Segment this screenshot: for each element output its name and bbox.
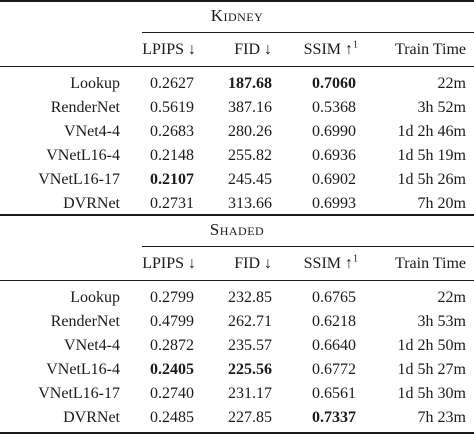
cell-fid: 245.45 <box>228 171 272 188</box>
cell-ssim: 0.6936 <box>312 147 356 164</box>
header-fid: FID ↓ <box>234 41 272 58</box>
header-rule <box>0 66 474 67</box>
cell-ssim: 0.5368 <box>312 99 356 116</box>
cell-fid: 235.57 <box>228 337 272 354</box>
cell-lpips: 0.2107 <box>150 171 194 188</box>
top-rule <box>0 0 474 2</box>
header-fid: FID ↓ <box>234 255 272 272</box>
cell-lpips: 0.2731 <box>150 195 194 212</box>
header-lpips: LPIPS ↓ <box>142 41 196 58</box>
cell-lpips: 0.2740 <box>150 385 194 402</box>
method-label: RenderNet <box>50 313 120 330</box>
cell-fid: 227.85 <box>228 409 272 426</box>
cell-fid: 313.66 <box>228 195 272 212</box>
method-label: VNet4-4 <box>64 337 120 354</box>
cell-time: 1d 2h 50m <box>397 337 466 354</box>
header-rule <box>0 280 474 281</box>
bottom-rule <box>0 432 474 434</box>
method-label: VNetL16-4 <box>46 147 120 164</box>
section-rule <box>142 246 474 247</box>
header-lpips: LPIPS ↓ <box>142 255 196 272</box>
cell-fid: 225.56 <box>228 361 272 378</box>
cell-time: 1d 5h 27m <box>397 361 466 378</box>
cell-lpips: 0.2148 <box>150 147 194 164</box>
cell-fid: 387.16 <box>228 99 272 116</box>
section-rule <box>142 32 474 33</box>
cell-fid: 280.26 <box>228 123 272 140</box>
method-label: VNetL16-4 <box>46 361 120 378</box>
cell-time: 22m <box>437 289 466 306</box>
header-ssim: SSIM ↑1 <box>303 253 358 272</box>
cell-time: 1d 5h 30m <box>397 385 466 402</box>
cell-ssim: 0.6765 <box>312 289 356 306</box>
cell-lpips: 0.2799 <box>150 289 194 306</box>
cell-time: 22m <box>437 75 466 92</box>
cell-time: 1d 5h 26m <box>397 171 466 188</box>
cell-lpips: 0.2627 <box>150 75 194 92</box>
cell-ssim: 0.6640 <box>312 337 356 354</box>
method-label: Lookup <box>70 289 120 306</box>
cell-lpips: 0.2405 <box>150 361 194 378</box>
cell-fid: 187.68 <box>228 75 272 92</box>
cell-ssim: 0.7060 <box>312 75 356 92</box>
cell-lpips: 0.2683 <box>150 123 194 140</box>
header-time: Train Time <box>395 255 466 272</box>
cell-fid: 232.85 <box>228 289 272 306</box>
cell-time: 3h 53m <box>417 313 466 330</box>
cell-ssim: 0.7337 <box>312 409 356 426</box>
top-rule <box>0 214 474 216</box>
cell-time: 1d 2h 46m <box>397 123 466 140</box>
section-title: Shaded <box>209 220 265 239</box>
cell-lpips: 0.2485 <box>150 409 194 426</box>
cell-time: 3h 52m <box>417 99 466 116</box>
method-label: RenderNet <box>50 99 120 116</box>
footnote-marker: 1 <box>353 253 358 265</box>
method-label: VNet4-4 <box>64 123 120 140</box>
cell-time: 7h 23m <box>417 409 466 426</box>
cell-lpips: 0.2872 <box>150 337 194 354</box>
cell-ssim: 0.6561 <box>312 385 356 402</box>
cell-ssim: 0.6902 <box>312 171 356 188</box>
method-label: DVRNet <box>63 409 120 426</box>
cell-time: 1d 5h 19m <box>397 147 466 164</box>
cell-ssim: 0.6218 <box>312 313 356 330</box>
cell-lpips: 0.5619 <box>150 99 194 116</box>
cell-lpips: 0.4799 <box>150 313 194 330</box>
method-label: DVRNet <box>63 195 120 212</box>
cell-ssim: 0.6990 <box>312 123 356 140</box>
cell-time: 7h 20m <box>417 195 466 212</box>
method-label: Lookup <box>70 75 120 92</box>
cell-ssim: 0.6772 <box>312 361 356 378</box>
cell-fid: 255.82 <box>228 147 272 164</box>
footnote-marker: 1 <box>353 39 358 51</box>
header-time: Train Time <box>395 41 466 58</box>
header-ssim: SSIM ↑1 <box>303 39 358 58</box>
method-label: VNetL16-17 <box>38 385 120 402</box>
method-label: VNetL16-17 <box>38 171 120 188</box>
cell-fid: 262.71 <box>228 313 272 330</box>
cell-ssim: 0.6993 <box>312 195 356 212</box>
section-title: Kidney <box>210 6 264 25</box>
cell-fid: 231.17 <box>228 385 272 402</box>
